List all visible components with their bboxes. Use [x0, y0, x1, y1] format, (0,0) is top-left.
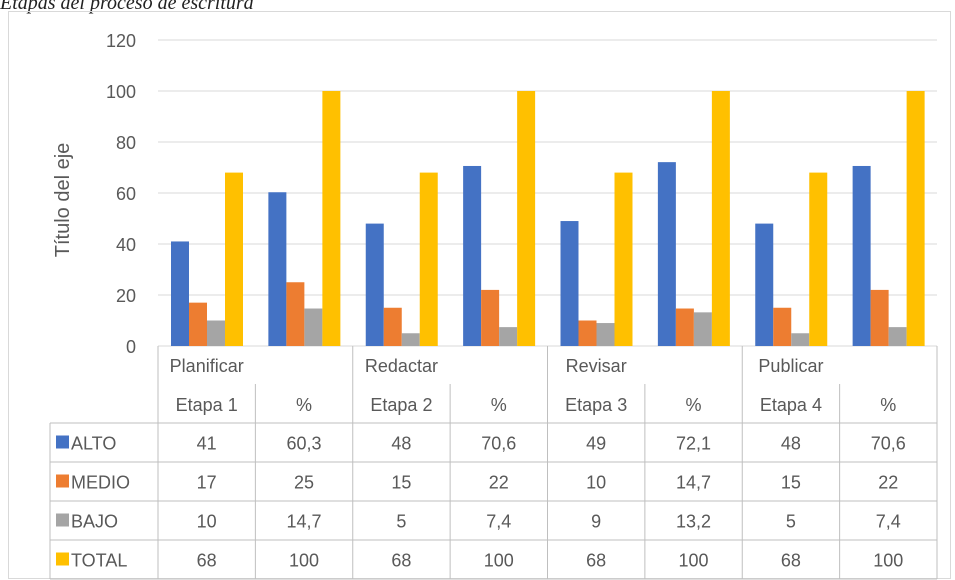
- y-axis-title: Título del eje: [52, 143, 74, 258]
- bar-alto: [852, 165, 871, 346]
- bar-total: [906, 91, 925, 346]
- category-label: Etapa 1: [176, 395, 238, 415]
- data-label: 60,3: [287, 434, 322, 454]
- data-label: 22: [489, 473, 509, 493]
- data-label: 68: [781, 551, 801, 571]
- category-group-label: Planificar: [170, 356, 244, 376]
- bar-alto: [560, 221, 579, 346]
- bar-medio: [286, 282, 305, 346]
- category-label: %: [491, 395, 507, 415]
- category-label: Etapa 2: [370, 395, 432, 415]
- bar-medio: [383, 307, 402, 346]
- bar-medio: [675, 308, 694, 346]
- category-label: %: [686, 395, 702, 415]
- figure-caption: Etapas del proceso de escritura: [0, 0, 254, 14]
- bar-bajo: [304, 308, 323, 346]
- category-label: %: [296, 395, 312, 415]
- data-label: 7,4: [876, 512, 901, 532]
- legend-label: BAJO: [71, 512, 118, 532]
- category-label: Etapa 4: [760, 395, 822, 415]
- data-label: 15: [781, 473, 801, 493]
- bar-alto: [365, 223, 384, 346]
- data-label: 68: [586, 551, 606, 571]
- bar-bajo: [791, 333, 810, 346]
- data-label: 100: [679, 551, 709, 571]
- data-label: 10: [197, 512, 217, 532]
- data-label: 72,1: [676, 434, 711, 454]
- legend-label: TOTAL: [71, 551, 127, 571]
- bar-bajo: [207, 320, 225, 346]
- legend-key-alto: [56, 435, 69, 449]
- y-tick-label: 100: [106, 82, 136, 102]
- category-group-label: Redactar: [365, 356, 438, 376]
- bar-bajo: [401, 333, 420, 346]
- data-label: 13,2: [676, 512, 711, 532]
- legend-key-medio: [56, 474, 69, 488]
- legend-label: ALTO: [71, 434, 116, 454]
- y-tick-label: 20: [116, 286, 136, 306]
- data-label: 14,7: [287, 512, 322, 532]
- category-group-label: Revisar: [566, 356, 627, 376]
- y-tick-label: 40: [116, 235, 136, 255]
- data-label: 10: [586, 473, 606, 493]
- data-label: 68: [391, 551, 411, 571]
- bar-bajo: [693, 312, 712, 346]
- data-table: Planificar Redactar Revisar Publicar Etapa 1…: [49, 346, 938, 580]
- y-tick-label: 60: [116, 184, 136, 204]
- data-label: 17: [197, 473, 217, 493]
- bar-medio: [481, 289, 500, 346]
- data-label: 41: [197, 434, 217, 454]
- legend-key-bajo: [56, 513, 69, 527]
- data-label: 25: [294, 473, 314, 493]
- data-label: 14,7: [676, 473, 711, 493]
- bar-bajo: [499, 327, 518, 346]
- bar-alto: [657, 162, 676, 346]
- y-tick-label: 0: [126, 337, 136, 357]
- data-label: 5: [786, 512, 796, 532]
- bar-alto: [755, 223, 774, 346]
- data-label: 48: [391, 434, 411, 454]
- bar-total: [225, 172, 243, 346]
- category-label: Etapa 3: [565, 395, 627, 415]
- bar-medio: [870, 289, 889, 346]
- bar-total: [517, 91, 536, 346]
- data-label: 68: [197, 551, 217, 571]
- bar-medio: [578, 320, 597, 346]
- bar-alto: [463, 165, 482, 346]
- data-label: 49: [586, 434, 606, 454]
- data-label: 15: [391, 473, 411, 493]
- data-label: 100: [873, 551, 903, 571]
- data-label: 9: [591, 512, 601, 532]
- data-label: 22: [878, 473, 898, 493]
- bar-alto: [171, 241, 189, 346]
- bars: [171, 91, 925, 346]
- data-label: 48: [781, 434, 801, 454]
- data-label: 5: [396, 512, 406, 532]
- bar-bajo: [888, 327, 907, 346]
- bar-total: [809, 172, 828, 346]
- legend-label: MEDIO: [71, 473, 130, 493]
- bar-total: [614, 172, 633, 346]
- bar-alto: [268, 192, 287, 346]
- category-label: %: [880, 395, 896, 415]
- y-tick-label: 80: [116, 133, 136, 153]
- bar-total: [322, 91, 341, 346]
- bar-bajo: [596, 323, 615, 346]
- data-label: 100: [289, 551, 319, 571]
- bar-medio: [189, 302, 207, 346]
- bar-total: [419, 172, 438, 346]
- data-label: 70,6: [481, 434, 516, 454]
- y-tick-label: 120: [106, 31, 136, 51]
- data-label: 100: [484, 551, 514, 571]
- bar-total: [711, 91, 730, 346]
- category-group-label: Publicar: [758, 356, 823, 376]
- bar-medio: [773, 307, 792, 346]
- data-label: 70,6: [871, 434, 906, 454]
- data-label: 7,4: [486, 512, 511, 532]
- legend-key-total: [56, 552, 69, 566]
- y-axis-ticks: 0 20 40 60 80 100 120: [106, 31, 136, 357]
